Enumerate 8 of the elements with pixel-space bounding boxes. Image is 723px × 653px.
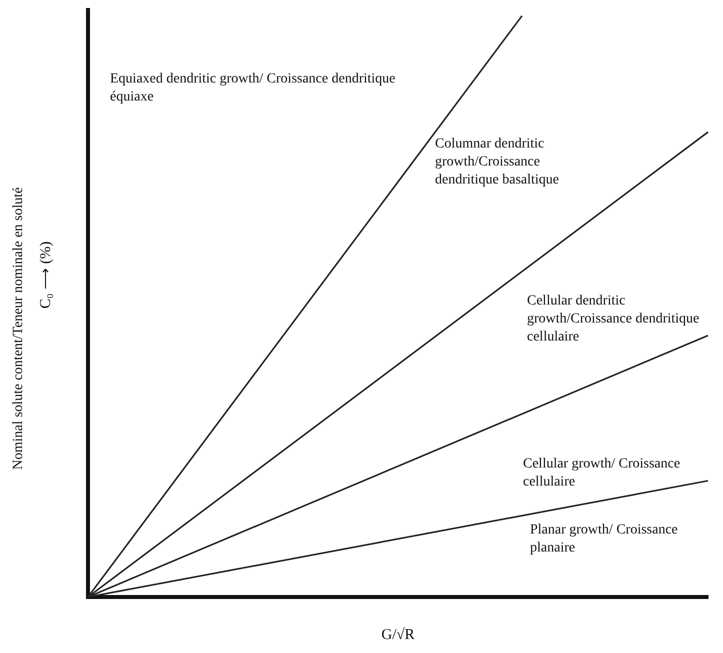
- x-axis-title: G/√R: [381, 627, 415, 643]
- annotation: Cellular growth/ Croissance cellulaire: [523, 456, 680, 490]
- annotation: Columnar dendritic growth/Croissance dendritique basaltique: [435, 136, 560, 188]
- text: C₀ ⟶ (%): [38, 241, 54, 309]
- annotation: Cellular dendritic growth/Croissance dendritique cellulaire: [527, 294, 700, 345]
- annotation: Equiaxed dendritic growth/ Croissance dendritique équiaxe: [110, 72, 396, 105]
- y-axis-title: Nominal solute content/Teneur nominale en soluté: [11, 187, 26, 470]
- annotation: Planar growth/ Croissance planaire: [530, 522, 678, 556]
